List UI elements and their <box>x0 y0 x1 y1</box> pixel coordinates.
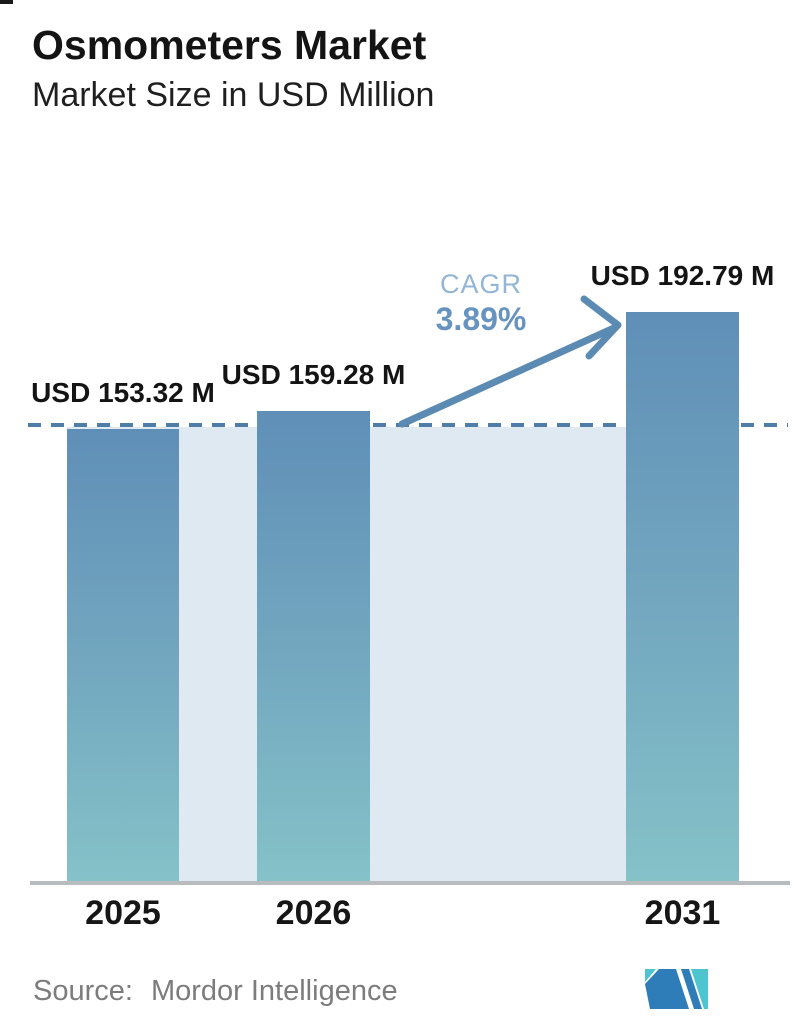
crop-artifact <box>0 0 13 4</box>
bar <box>67 429 179 883</box>
source-name: Mordor Intelligence <box>150 975 398 1007</box>
cagr-label: CAGR <box>439 269 523 299</box>
cagr-value: 3.89% <box>435 301 527 338</box>
value-label: USD 192.79 M <box>590 260 775 291</box>
bar-group-2025: USD 153.32 M 2025 <box>31 0 215 932</box>
value-label: USD 153.32 M <box>31 377 215 408</box>
x-axis-label: 2026 <box>275 894 352 932</box>
source-row: Source: Mordor Intelligence <box>33 975 398 1008</box>
bar <box>257 411 370 883</box>
page-subtitle: Market Size in USD Million <box>32 76 435 114</box>
x-axis-label: 2025 <box>85 894 161 932</box>
mordor-intelligence-logo-icon <box>645 969 708 1009</box>
x-axis-label: 2031 <box>644 894 721 932</box>
bar-group-2031: USD 192.79 M 2031 <box>591 0 775 932</box>
page-title: Osmometers Market <box>32 22 427 68</box>
bar-group-2026: USD 159.28 M 2026 <box>222 0 406 932</box>
bar <box>626 312 739 883</box>
value-label: USD 159.28 M <box>221 359 406 390</box>
source-label: Source: <box>33 975 133 1007</box>
cagr-annotation: CAGR 3.89% <box>436 268 527 339</box>
x-axis-line <box>30 881 790 885</box>
